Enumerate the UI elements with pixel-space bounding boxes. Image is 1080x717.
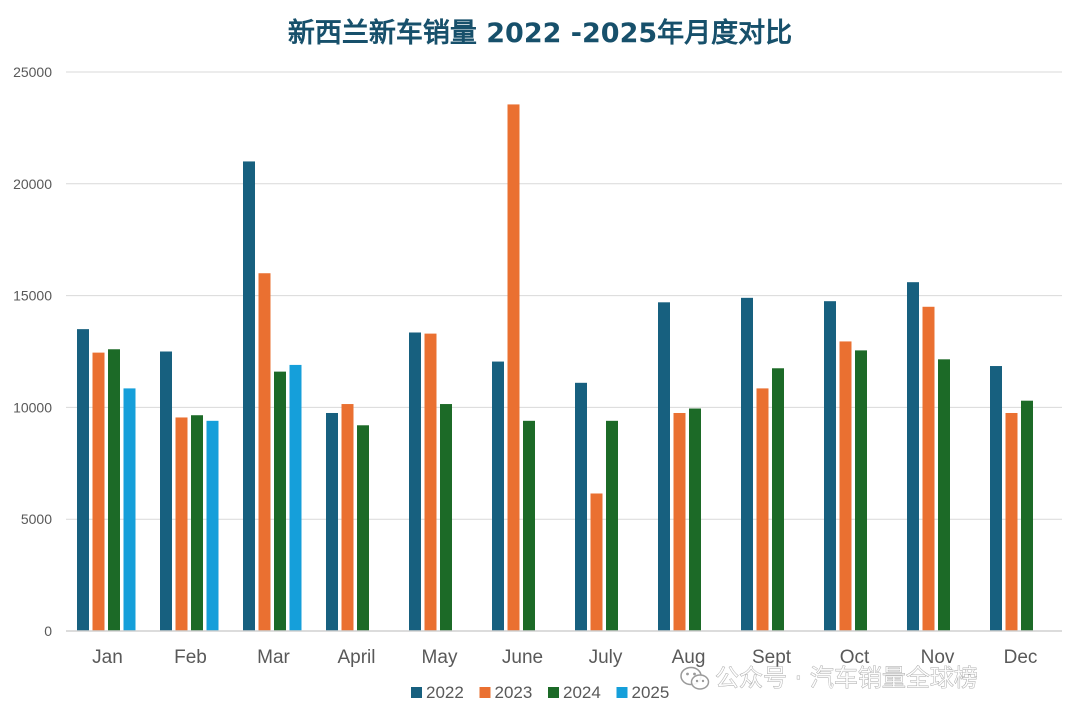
- bar-2023-Mar: [258, 273, 271, 631]
- y-axis-ticks: 0 5000 10000 15000 20000 25000: [13, 64, 52, 639]
- x-tick-label: Jan: [92, 647, 123, 668]
- bar-2023-June: [507, 104, 520, 631]
- bar-2023-Dec: [1005, 412, 1018, 631]
- bar-2022-May: [409, 332, 421, 631]
- bar-2023-Sept: [756, 388, 769, 631]
- bar-2024-Aug: [689, 408, 701, 631]
- bar-2025-Jan: [123, 388, 136, 631]
- bar-2023-Feb: [175, 417, 188, 631]
- bar-2024-July: [606, 420, 618, 631]
- y-tick-label: 25000: [13, 64, 52, 80]
- bar-2024-Jan: [108, 349, 120, 631]
- bar-2025-Feb: [206, 420, 219, 631]
- watermark: 公众号 · 汽车销量全球榜: [680, 664, 978, 692]
- x-tick-label: Dec: [1004, 647, 1038, 668]
- bar-2022-Nov: [907, 282, 919, 631]
- watermark-text: 公众号 · 汽车销量全球榜: [715, 664, 978, 692]
- bar-2022-Mar: [243, 161, 255, 631]
- bar-2024-Nov: [938, 359, 950, 631]
- x-tick-label: Aug: [672, 647, 706, 668]
- bar-2022-Dec: [990, 366, 1002, 631]
- x-tick-label: Nov: [921, 647, 955, 668]
- bar-2022-June: [492, 361, 504, 631]
- legend-swatch-2023: [479, 687, 491, 698]
- legend-label-2025: 2025: [632, 683, 670, 702]
- bar-2022-Jan: [77, 329, 89, 631]
- bar-2023-May: [424, 333, 437, 631]
- bar-2024-Sept: [772, 368, 784, 631]
- bar-2022-Aug: [658, 302, 670, 631]
- legend-swatch-2022: [411, 687, 422, 698]
- x-tick-label: June: [502, 647, 543, 668]
- bar-2023-July: [590, 493, 603, 631]
- bar-2024-May: [440, 404, 452, 631]
- y-tick-label: 10000: [13, 399, 52, 415]
- bar-2024-Feb: [191, 415, 203, 631]
- bar-2023-Nov: [922, 306, 935, 631]
- x-tick-label: Oct: [840, 647, 870, 668]
- bar-2022-Sept: [741, 297, 753, 631]
- x-axis-ticks: Jan Feb Mar April May June July Aug Sept Oct Nov De…: [92, 647, 1037, 668]
- bar-2023-April: [341, 404, 354, 631]
- x-tick-label: May: [422, 647, 458, 668]
- chart-title: 新西兰新车销量 2022 -2025年月度对比: [288, 17, 792, 49]
- y-tick-label: 15000: [13, 288, 52, 304]
- y-tick-label: 20000: [13, 176, 52, 192]
- x-tick-label: Feb: [174, 647, 207, 668]
- legend-swatch-2025: [616, 687, 628, 698]
- bar-2024-Dec: [1021, 400, 1033, 631]
- bar-2022-Feb: [160, 351, 172, 631]
- bar-2023-Jan: [92, 352, 105, 631]
- bar-2024-June: [523, 420, 535, 631]
- bar-2022-April: [326, 412, 338, 631]
- legend-label-2023: 2023: [495, 683, 533, 702]
- bar-2024-Mar: [274, 371, 286, 631]
- wechat-icon: [680, 666, 710, 690]
- legend-label-2022: 2022: [426, 683, 464, 702]
- legend-label-2024: 2024: [563, 683, 601, 702]
- y-tick-label: 0: [44, 623, 52, 639]
- bar-2025-Mar: [289, 364, 302, 631]
- bars: [77, 104, 1033, 631]
- bar-2022-July: [575, 382, 587, 631]
- x-tick-label: Sept: [752, 647, 792, 668]
- bar-2024-April: [357, 425, 369, 631]
- legend-swatch-2024: [548, 687, 559, 698]
- bar-2023-Oct: [839, 341, 852, 631]
- x-tick-label: Mar: [257, 647, 290, 668]
- bar-2022-Oct: [824, 301, 836, 631]
- legend: 2022 2023 2024 2025: [411, 683, 669, 702]
- bar-2024-Oct: [855, 350, 867, 631]
- bar-2023-Aug: [673, 412, 686, 631]
- y-tick-label: 5000: [21, 511, 52, 527]
- gridlines: [66, 71, 1062, 520]
- x-tick-label: April: [337, 647, 375, 668]
- x-tick-label: July: [589, 647, 623, 668]
